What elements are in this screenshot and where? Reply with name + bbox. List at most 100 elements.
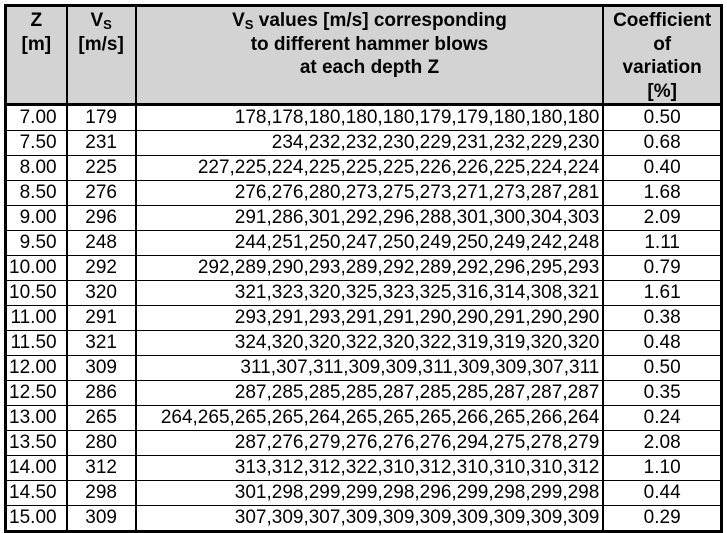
header-z-symbol: Z	[30, 10, 43, 31]
cov-cell: 1.61	[602, 280, 723, 306]
vs-values-cell: 287,285,285,285,287,285,285,287,287,287	[134, 380, 605, 406]
header-vs-values: VS values [m/s] corresponding to differe…	[134, 5, 605, 106]
vs-mean-cell: 292	[65, 255, 137, 281]
header-vs-mean: VS [m/s]	[65, 5, 137, 106]
vs-values-cell: 311,307,311,309,309,311,309,309,307,311	[134, 355, 605, 381]
cov-cell: 0.68	[602, 130, 723, 156]
vs-mean-cell: 265	[65, 405, 137, 431]
header-z-unit: [m]	[21, 33, 52, 55]
vs-values-cell: 178,178,180,180,180,179,179,180,180,180	[134, 104, 605, 131]
header-depth-z: Z [m]	[4, 5, 68, 106]
table-row: 13.50 280 287,276,279,276,276,276,294,27…	[4, 430, 723, 456]
vs-mean-cell: 225	[65, 155, 137, 181]
vs-mean-cell: 309	[65, 505, 137, 532]
table-row: 7.50 231 234,232,232,230,229,231,232,229…	[4, 130, 723, 156]
vs-values-cell: 292,289,290,293,289,292,289,292,296,295,…	[134, 255, 605, 281]
table-body: 7.00 179 178,178,180,180,180,179,179,180…	[4, 104, 723, 532]
cov-cell: 0.24	[602, 405, 723, 431]
cov-cell: 0.79	[602, 255, 723, 281]
depth-z-cell: 14.00	[4, 455, 68, 481]
depth-z-cell: 11.50	[4, 330, 68, 356]
vs-mean-cell: 298	[65, 480, 137, 506]
cov-cell: 1.11	[602, 230, 723, 256]
table-row: 7.00 179 178,178,180,180,180,179,179,180…	[4, 104, 723, 131]
vs-values-cell: 307,309,307,309,309,309,309,309,309,309	[134, 505, 605, 532]
table-row: 11.00 291 293,291,293,291,291,290,290,29…	[4, 305, 723, 331]
vs-mean-cell: 312	[65, 455, 137, 481]
depth-z-cell: 14.50	[4, 480, 68, 506]
depth-z-cell: 15.00	[4, 505, 68, 532]
table-row: 10.50 320 321,323,320,325,323,325,316,31…	[4, 280, 723, 306]
vs-mean-cell: 296	[65, 205, 137, 231]
table-row: 8.00 225 227,225,224,225,225,225,226,226…	[4, 155, 723, 181]
header-vs-values-line1: VS values [m/s] corresponding	[232, 10, 507, 32]
header-vs-unit: [m/s]	[78, 33, 124, 55]
vs-values-cell: 234,232,232,230,229,231,232,229,230	[134, 130, 605, 156]
cov-cell: 2.09	[602, 205, 723, 231]
vs-values-cell: 293,291,293,291,291,290,290,291,290,290	[134, 305, 605, 331]
header-vs-values-line2: to different hammer blows	[250, 33, 489, 55]
vs-mean-cell: 276	[65, 180, 137, 206]
table-row: 12.50 286 287,285,285,285,287,285,285,28…	[4, 380, 723, 406]
vs-mean-cell: 321	[65, 330, 137, 356]
depth-z-cell: 13.50	[4, 430, 68, 456]
header-cov-line3: variation	[622, 57, 702, 78]
vs-mean-cell: 179	[65, 104, 137, 131]
table-row: 14.00 312 313,312,312,322,310,312,310,31…	[4, 455, 723, 481]
vs-subscript: S	[244, 17, 254, 32]
table-row: 12.00 309 311,307,311,309,309,311,309,30…	[4, 355, 723, 381]
cov-cell: 1.10	[602, 455, 723, 481]
header-cov-line2: of	[653, 33, 672, 55]
cov-cell: 0.40	[602, 155, 723, 181]
depth-z-cell: 12.00	[4, 355, 68, 381]
vs-mean-cell: 280	[65, 430, 137, 456]
vs-values-cell: 264,265,265,265,264,265,265,265,266,265,…	[134, 405, 605, 431]
cov-cell: 0.50	[602, 355, 723, 381]
table-row: 11.50 321 324,320,320,322,320,322,319,31…	[4, 330, 723, 356]
table-row: 9.50 248 244,251,250,247,250,249,250,249…	[4, 230, 723, 256]
vs-values-cell: 287,276,279,276,276,276,294,275,278,279	[134, 430, 605, 456]
table-row: 13.00 265 264,265,265,265,264,265,265,26…	[4, 405, 723, 431]
vs-mean-cell: 320	[65, 280, 137, 306]
vs-subscript: S	[103, 17, 112, 32]
vs-values-cell: 301,298,299,299,298,296,299,298,299,298	[134, 480, 605, 506]
vs-values-cell: 244,251,250,247,250,249,250,249,242,248	[134, 230, 605, 256]
table-row: 14.50 298 301,298,299,299,298,296,299,29…	[4, 480, 723, 506]
table-row: 9.00 296 291,286,301,292,296,288,301,300…	[4, 205, 723, 231]
cov-cell: 0.35	[602, 380, 723, 406]
page: Z [m] VS [m/s] VS values [m/s] correspon…	[4, 4, 723, 533]
cov-cell: 0.44	[602, 480, 723, 506]
depth-z-cell: 10.00	[4, 255, 68, 281]
table-row: 15.00 309 307,309,307,309,309,309,309,30…	[4, 505, 723, 532]
depth-z-cell: 7.50	[4, 130, 68, 156]
vs-mean-cell: 291	[65, 305, 137, 331]
vs-mean-cell: 248	[65, 230, 137, 256]
depth-z-cell: 7.00	[4, 104, 68, 131]
depth-z-cell: 8.00	[4, 155, 68, 181]
depth-z-cell: 9.50	[4, 230, 68, 256]
header-vs-symbol: VS	[90, 10, 112, 32]
depth-z-cell: 9.00	[4, 205, 68, 231]
table-row: 10.00 292 292,289,290,293,289,292,289,29…	[4, 255, 723, 281]
cov-cell: 2.08	[602, 430, 723, 456]
vs-values-cell: 291,286,301,292,296,288,301,300,304,303	[134, 205, 605, 231]
cov-cell: 1.68	[602, 180, 723, 206]
header-row: Z [m] VS [m/s] VS values [m/s] correspon…	[4, 5, 723, 106]
vs-values-cell: 313,312,312,322,310,312,310,310,310,312	[134, 455, 605, 481]
cov-cell: 0.29	[602, 505, 723, 532]
vs-values-cell: 276,276,280,273,275,273,271,273,287,281	[134, 180, 605, 206]
depth-z-cell: 8.50	[4, 180, 68, 206]
cov-cell: 0.50	[602, 104, 723, 131]
vs-measurements-table: Z [m] VS [m/s] VS values [m/s] correspon…	[4, 4, 723, 533]
vs-values-cell: 227,225,224,225,225,225,226,226,225,224,…	[134, 155, 605, 181]
depth-z-cell: 11.00	[4, 305, 68, 331]
header-cov-line4: [%]	[647, 80, 677, 102]
depth-z-cell: 12.50	[4, 380, 68, 406]
vs-values-cell: 321,323,320,325,323,325,316,314,308,321	[134, 280, 605, 306]
header-cov-line1: Coefficient	[613, 10, 712, 31]
vs-values-cell: 324,320,320,322,320,322,319,319,320,320	[134, 330, 605, 356]
depth-z-cell: 10.50	[4, 280, 68, 306]
depth-z-cell: 13.00	[4, 405, 68, 431]
table-row: 8.50 276 276,276,280,273,275,273,271,273…	[4, 180, 723, 206]
header-coefficient-of-variation: Coefficient of variation [%]	[602, 5, 723, 106]
